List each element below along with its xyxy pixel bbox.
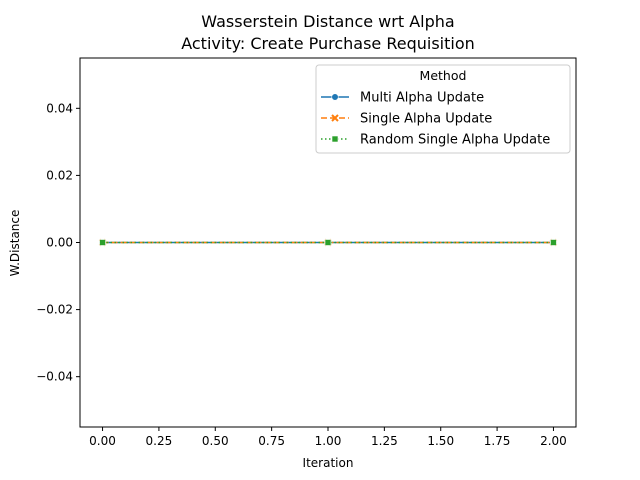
plot-area-frame (79, 57, 577, 428)
series-random-single-alpha-update (99, 239, 557, 246)
legend-marker (331, 135, 339, 143)
chart-subtitle: Activity: Create Purchase Requisition (181, 34, 475, 53)
x-tick-label: 1.75 (484, 434, 511, 448)
x-tick-label: 0.00 (89, 434, 116, 448)
legend-entry: Single Alpha Update (321, 112, 492, 127)
legend-entry: Multi Alpha Update (321, 91, 484, 106)
legend-label: Multi Alpha Update (360, 91, 484, 106)
chart-title: Wasserstein Distance wrt Alpha (201, 12, 454, 31)
x-tick-label: 1.00 (315, 434, 342, 448)
legend-entries: Multi Alpha Update Single Alpha Update Ran… (321, 91, 550, 148)
data-point (550, 239, 557, 246)
x-tick-label: 1.50 (427, 434, 454, 448)
y-tick-label: 0.04 (46, 101, 73, 115)
series-layer (98, 238, 558, 247)
data-point (324, 239, 332, 246)
marker-stroke (331, 114, 339, 122)
legend-label: Single Alpha Update (360, 112, 492, 127)
legend-title: Method (420, 68, 467, 83)
legend-label: Random Single Alpha Update (360, 133, 550, 148)
x-tick-label: 0.75 (258, 434, 285, 448)
legend-marker (331, 93, 339, 101)
y-tick-label: −0.02 (36, 303, 73, 317)
x-tick-label: 0.25 (146, 434, 173, 448)
legend-marker (331, 114, 339, 122)
y-tick-label: 0.02 (46, 168, 73, 182)
data-point (99, 239, 106, 246)
legend-box (315, 64, 571, 154)
x-tick-label: 2.00 (540, 434, 567, 448)
y-axis-ticks: −0.04 −0.02 0.00 0.02 0.04 (36, 101, 80, 384)
y-axis-label: W.Distance (8, 210, 22, 277)
x-axis-label: Iteration (303, 456, 354, 470)
x-tick-label: 1.25 (371, 434, 398, 448)
y-tick-label: 0.00 (46, 236, 73, 250)
x-axis-ticks: 0.00 0.25 0.50 0.75 1.00 1.25 1.50 1.75 2.00 (89, 427, 567, 448)
legend-entry: Random Single Alpha Update (321, 133, 550, 148)
x-tick-label: 0.50 (202, 434, 229, 448)
y-tick-label: −0.04 (36, 370, 73, 384)
legend: Method Multi Alpha Update Single Alpha Up… (315, 64, 571, 154)
